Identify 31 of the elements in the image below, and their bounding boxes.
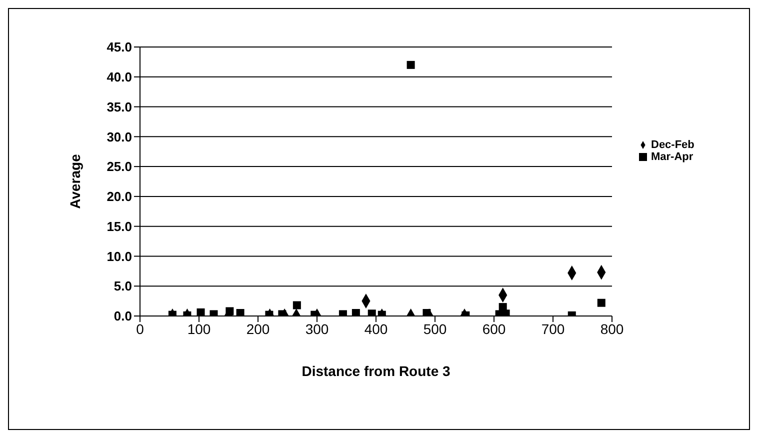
x-tick-label: 700 <box>541 320 565 337</box>
point <box>196 308 205 316</box>
x-tick-label: 100 <box>187 320 211 337</box>
y-tick-label: 10.0 <box>106 248 132 264</box>
point <box>422 309 431 316</box>
y-tick-label: 30.0 <box>106 129 132 144</box>
point <box>368 310 376 316</box>
legend-label: Mar-Apr <box>651 151 694 163</box>
x-tick-label: 500 <box>423 320 447 337</box>
point <box>236 309 244 316</box>
x-axis-title: Distance from Route 3 <box>302 363 451 379</box>
x-tick-label: 0 <box>136 320 144 337</box>
point <box>352 309 360 316</box>
x-tick-label: 300 <box>305 320 329 337</box>
y-tick-label: 20.0 <box>106 189 132 204</box>
point <box>406 60 415 69</box>
legend-label: Dec-Feb <box>651 139 694 151</box>
y-tick-label: 45.0 <box>106 40 132 55</box>
point <box>292 301 301 310</box>
y-tick-label: 5.0 <box>114 278 132 294</box>
y-tick-label: 35.0 <box>106 99 132 114</box>
x-tick-label: 200 <box>246 320 270 337</box>
y-tick-label: 40.0 <box>106 70 132 85</box>
y-tick-label: 25.0 <box>106 159 132 174</box>
y-tick-label: 0.0 <box>114 308 132 324</box>
y-axis-title: Average <box>66 154 83 209</box>
y-tick-label: 15.0 <box>106 218 132 234</box>
x-tick-label: 800 <box>600 320 624 337</box>
x-tick-label: 600 <box>482 320 506 337</box>
x-tick-label: 400 <box>364 320 388 337</box>
point <box>597 298 606 307</box>
